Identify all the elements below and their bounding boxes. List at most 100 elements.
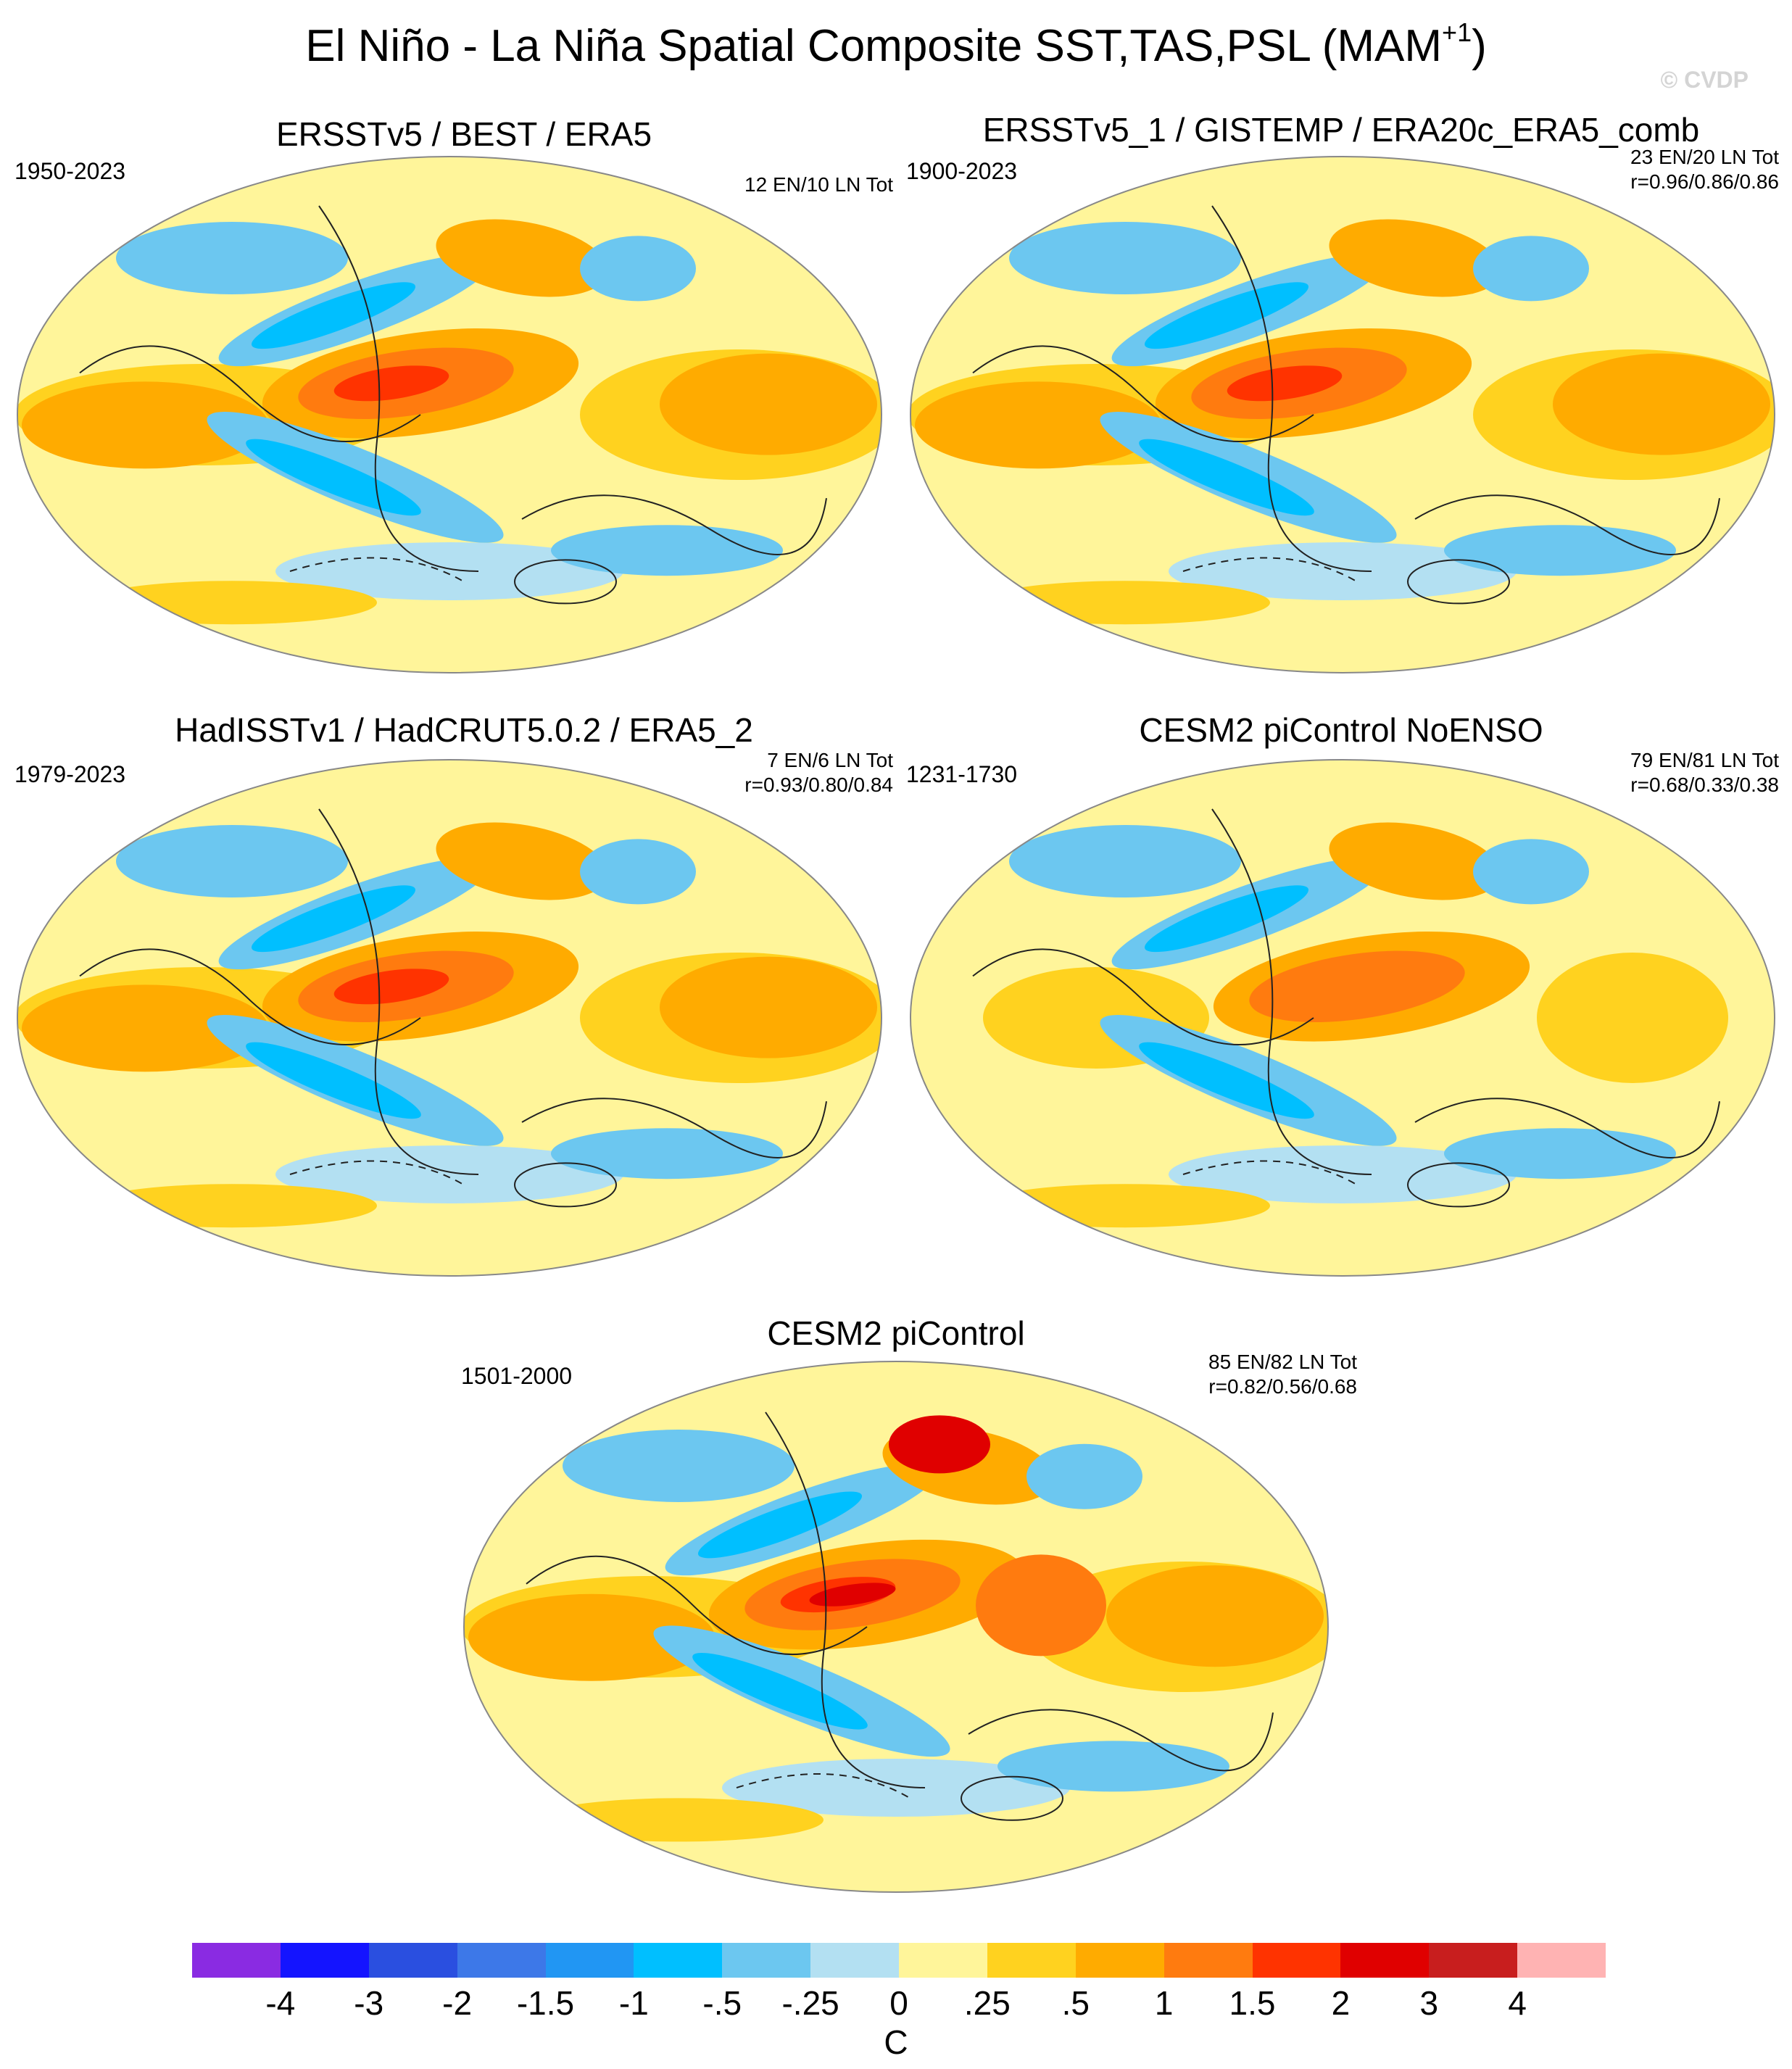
- panel-3-stats: 7 EN/6 LN Tot r=0.93/0.80/0.84: [744, 748, 893, 797]
- warm-anomaly: [980, 1184, 1270, 1228]
- warm-anomaly: [468, 1593, 715, 1681]
- psl-contour: [514, 559, 617, 605]
- warm-anomaly: [22, 381, 268, 469]
- panel-3-period: 1979-2023: [14, 761, 126, 787]
- cool-anomaly: [251, 885, 416, 953]
- watermark: © CVDP: [1660, 67, 1749, 93]
- pacific-warm-tongue: [1249, 950, 1465, 1023]
- panel-5-title: CESM2 piControl: [767, 1314, 1025, 1352]
- psl-contour-negative: [1182, 1160, 1358, 1186]
- panel-5-period: 1501-2000: [461, 1363, 573, 1389]
- warm-anomaly: [436, 822, 608, 900]
- panel-2-title: ERSSTv5_1 / GISTEMP / ERA20c_ERA5_comb: [982, 111, 1700, 149]
- map-outline: [463, 1361, 1329, 1893]
- colorbar-swatch: [545, 1943, 634, 1978]
- colorbar-tick-label: -1: [618, 1984, 649, 2022]
- colorbar-swatch: [1340, 1943, 1430, 1978]
- psl-contour: [1211, 808, 1372, 1175]
- colorbar-swatch: [1252, 1943, 1341, 1978]
- panel-2-period: 1900-2023: [906, 158, 1018, 184]
- colorbar-tick-label: 0: [889, 1984, 908, 2022]
- psl-contour: [961, 1775, 1063, 1821]
- panel-1-period: 1950-2023: [14, 158, 126, 184]
- colorbar-swatch: [1429, 1943, 1518, 1978]
- warm-anomaly: [1329, 822, 1501, 900]
- colorbar-swatch: [1163, 1943, 1253, 1978]
- psl-contour: [79, 948, 421, 1045]
- panel-5-map: [461, 1359, 1331, 1895]
- panel-1-title: ERSSTv5 / BEST / ERA5: [275, 115, 652, 153]
- map-outline: [910, 156, 1775, 673]
- psl-contour-negative: [736, 1772, 911, 1799]
- warm-anomaly: [1537, 953, 1728, 1083]
- map-field: [17, 157, 882, 673]
- pacific-warm-core: [809, 1583, 896, 1606]
- cool-anomaly: [1444, 525, 1676, 576]
- figure-title: El Niño - La Niña Spatial Composite SST,…: [305, 17, 1487, 71]
- cool-anomaly: [551, 1128, 783, 1179]
- warm-anomaly: [87, 1184, 377, 1228]
- cool-anomaly: [1009, 825, 1241, 897]
- colorbar-swatch: [810, 1943, 899, 1978]
- panel-1-stat-line-1: 12 EN/10 LN Tot: [744, 173, 893, 196]
- colorbar-tick-label: -1.5: [516, 1984, 575, 2022]
- panel-4-map: [908, 757, 1778, 1279]
- panel-1-map: [14, 154, 884, 676]
- pacific-warm-core: [1227, 365, 1343, 402]
- colorbar-swatch: [722, 1943, 811, 1978]
- warm-anomaly: [980, 581, 1270, 625]
- psl-contour: [318, 808, 479, 1175]
- psl-contour: [79, 345, 421, 442]
- panel-5-stat-line-2: r=0.82/0.56/0.68: [1208, 1375, 1357, 1398]
- cool-anomaly: [580, 236, 696, 302]
- colorbar-tick-label: 2: [1331, 1984, 1351, 2022]
- cool-anomaly: [580, 839, 696, 905]
- cool-anomaly: [251, 282, 416, 349]
- panel-3-title: HadISSTv1 / HadCRUT5.0.2 / ERA5_2: [175, 711, 753, 749]
- warm-anomaly: [976, 1554, 1106, 1657]
- warm-anomaly: [534, 1798, 824, 1842]
- warm-anomaly: [1553, 353, 1770, 455]
- panel-4-stat-line-2: r=0.68/0.33/0.38: [1630, 774, 1779, 796]
- psl-contour: [1407, 559, 1510, 605]
- cool-anomaly: [722, 1759, 1070, 1817]
- psl-contour: [521, 1098, 827, 1158]
- map-field: [910, 157, 1775, 673]
- panel-3-stat-line-2: r=0.93/0.80/0.84: [744, 774, 893, 796]
- colorbar-swatch: [1075, 1943, 1164, 1978]
- cool-anomaly: [275, 1145, 623, 1203]
- warm-anomaly: [1329, 219, 1501, 297]
- colorbar-unit: C: [884, 2023, 908, 2061]
- panel-2-stat-line-2: r=0.96/0.86/0.86: [1630, 170, 1779, 193]
- warm-anomaly: [660, 956, 877, 1058]
- cool-anomaly: [997, 1741, 1229, 1792]
- cool-anomaly: [1026, 1443, 1142, 1509]
- psl-contour: [972, 948, 1314, 1045]
- warm-anomaly: [22, 984, 268, 1072]
- warm-anomaly: [915, 381, 1161, 469]
- pacific-warm-core: [333, 365, 449, 402]
- colorbar-tick-label: -4: [265, 1984, 296, 2022]
- colorbar-tick-label: 1: [1154, 1984, 1174, 2022]
- cool-anomaly: [1009, 222, 1241, 294]
- psl-contour: [1414, 494, 1720, 555]
- warm-anomaly: [660, 353, 877, 455]
- pacific-warm-core: [333, 969, 449, 1005]
- colorbar-tick-label: 1.5: [1229, 1984, 1276, 2022]
- psl-contour-negative: [1182, 557, 1358, 583]
- cool-anomaly: [1444, 1128, 1676, 1179]
- colorbar-swatch: [1517, 1943, 1606, 1978]
- panel-2-map: [908, 154, 1778, 676]
- psl-contour: [968, 1709, 1274, 1772]
- panel-4-period: 1231-1730: [906, 761, 1018, 787]
- cool-anomaly: [1473, 236, 1589, 302]
- cool-anomaly: [563, 1430, 795, 1502]
- cool-anomaly: [1473, 839, 1589, 905]
- cool-anomaly: [275, 542, 623, 600]
- map-outline: [910, 759, 1775, 1277]
- panel-5-stat-line-1: 85 EN/82 LN Tot: [1208, 1351, 1357, 1373]
- colorbar-swatch: [192, 1943, 281, 1978]
- colorbar-tick-label: .25: [963, 1984, 1011, 2022]
- colorbar-swatch: [899, 1943, 987, 1978]
- cool-anomaly: [1144, 282, 1309, 349]
